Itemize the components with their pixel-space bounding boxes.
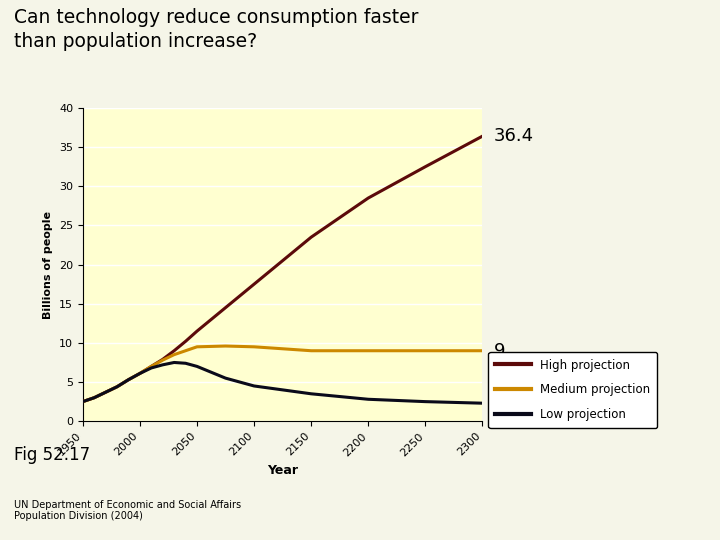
Text: UN Department of Economic and Social Affairs
Population Division (2004): UN Department of Economic and Social Aff… <box>14 500 241 521</box>
Text: 9: 9 <box>493 342 505 360</box>
Text: Can technology reduce consumption faster
than population increase?: Can technology reduce consumption faster… <box>14 8 419 51</box>
Text: Fig 52.17: Fig 52.17 <box>14 446 91 463</box>
Legend: High projection, Medium projection, Low projection: High projection, Medium projection, Low … <box>488 352 657 428</box>
X-axis label: Year: Year <box>267 463 298 476</box>
Text: 2.3: 2.3 <box>493 394 522 412</box>
Text: 36.4: 36.4 <box>493 127 534 145</box>
Y-axis label: Billions of people: Billions of people <box>43 211 53 319</box>
